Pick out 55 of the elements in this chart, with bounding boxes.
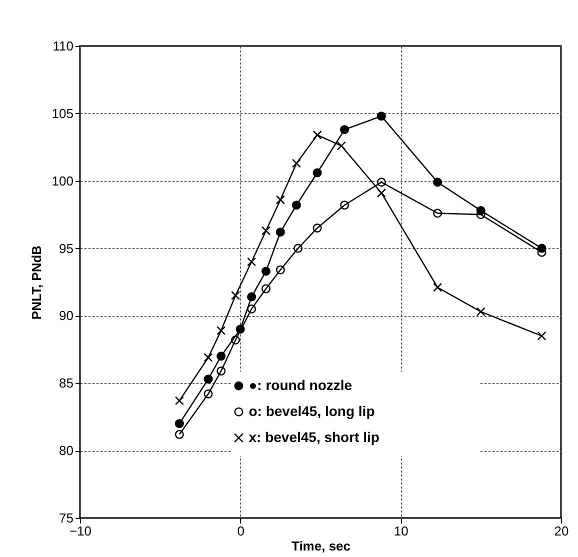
point bbox=[433, 282, 442, 292]
point bbox=[340, 125, 350, 134]
x-tick-label: 20 bbox=[554, 524, 569, 538]
y-tick-label: 105 bbox=[52, 106, 74, 121]
point bbox=[247, 292, 256, 302]
point bbox=[433, 178, 442, 187]
point bbox=[476, 307, 486, 316]
point bbox=[174, 419, 184, 428]
point bbox=[537, 331, 546, 340]
point bbox=[204, 352, 213, 362]
x-tick-label: −10 bbox=[69, 524, 92, 538]
point bbox=[204, 374, 213, 384]
point bbox=[276, 195, 285, 204]
point bbox=[294, 244, 303, 253]
point bbox=[261, 284, 271, 294]
y-tick-label: 110 bbox=[52, 38, 74, 54]
point bbox=[261, 226, 271, 236]
point bbox=[231, 335, 240, 345]
y-axis-title: PNLT, PNdB bbox=[28, 245, 44, 320]
point bbox=[376, 112, 386, 121]
point bbox=[231, 290, 240, 300]
y-tick-label: 100 bbox=[52, 173, 74, 188]
point bbox=[174, 430, 184, 439]
point bbox=[292, 158, 301, 168]
point bbox=[312, 224, 322, 233]
point bbox=[247, 304, 256, 314]
x-tick-label: 10 bbox=[394, 524, 408, 538]
point bbox=[336, 141, 346, 150]
point bbox=[312, 168, 322, 178]
y-tick-label: 85 bbox=[59, 376, 74, 391]
x-axis-title: Time, sec bbox=[291, 538, 351, 554]
point bbox=[247, 257, 256, 266]
legend-label: x: bevel45, short lip bbox=[248, 428, 380, 445]
point bbox=[216, 326, 226, 336]
y-tick-label: 80 bbox=[59, 443, 74, 458]
legend-label: ●: round nozzle bbox=[248, 376, 352, 393]
point bbox=[340, 200, 350, 210]
point bbox=[312, 130, 322, 140]
y-tick-label: 75 bbox=[59, 510, 74, 526]
point bbox=[292, 200, 301, 210]
point bbox=[216, 366, 226, 376]
point bbox=[376, 188, 386, 198]
point bbox=[276, 228, 285, 237]
point bbox=[276, 265, 285, 274]
point bbox=[261, 266, 271, 276]
point bbox=[236, 324, 245, 334]
y-tick-label: 95 bbox=[59, 240, 74, 256]
point bbox=[174, 396, 184, 406]
point bbox=[433, 208, 442, 218]
y-tick-label: 90 bbox=[59, 308, 74, 324]
x-tick-label: 0 bbox=[237, 524, 244, 538]
legend-label: o: bevel45, long lip bbox=[248, 402, 375, 419]
point bbox=[376, 178, 386, 187]
point bbox=[204, 389, 213, 398]
point bbox=[216, 352, 226, 361]
